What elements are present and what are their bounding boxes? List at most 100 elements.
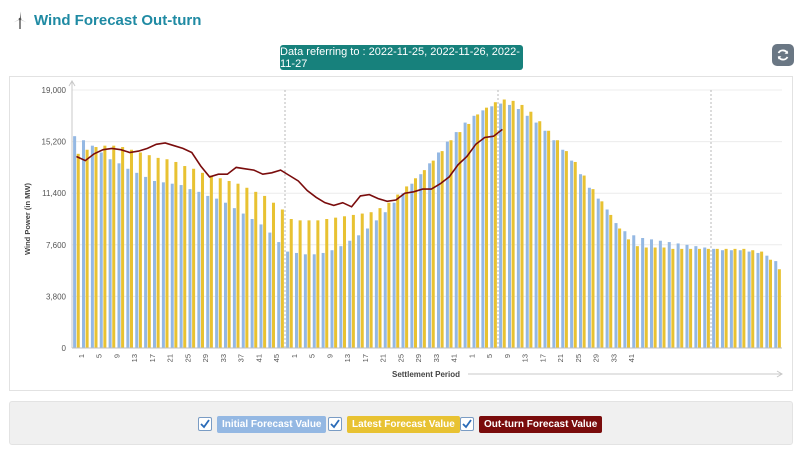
checkbox-initial[interactable] xyxy=(198,417,212,431)
bar-initial xyxy=(756,252,760,348)
bar-initial xyxy=(117,163,121,348)
y-tick-label: 15,200 xyxy=(42,138,67,147)
bar-initial xyxy=(357,235,361,348)
bar-initial xyxy=(197,191,201,348)
x-tick-label: 21 xyxy=(379,354,388,362)
x-tick-label: 21 xyxy=(556,354,565,362)
bar-initial xyxy=(330,250,334,348)
x-tick-label: 33 xyxy=(432,354,441,362)
legend-label-initial: Initial Forecast Value xyxy=(217,415,327,433)
bar-latest xyxy=(484,107,489,348)
bar-latest xyxy=(298,220,302,348)
bar-initial xyxy=(294,252,299,348)
bar-latest xyxy=(76,153,80,348)
y-tick-label: 7,600 xyxy=(46,241,67,250)
legend-item-latest[interactable]: Latest Forecast Value xyxy=(328,414,460,434)
bar-latest xyxy=(236,183,240,348)
bar-initial xyxy=(676,243,680,348)
y-axis-title: Wind Power (in MW) xyxy=(23,183,32,256)
bar-initial xyxy=(277,242,281,348)
bar-latest xyxy=(280,209,284,348)
chart-container: 0 3,800 7,600 11,400 15,200 19,000 1 5 9 13 17 21 25… xyxy=(9,76,793,391)
bar-latest xyxy=(396,194,400,348)
bar-initial xyxy=(108,159,112,348)
bar-latest xyxy=(192,168,196,348)
bar-latest xyxy=(662,247,666,348)
legend-item-initial[interactable]: Initial Forecast Value xyxy=(198,414,327,434)
bar-latest xyxy=(334,217,338,348)
checkbox-latest[interactable] xyxy=(328,417,342,431)
bar-latest xyxy=(138,152,142,348)
y-axis-arrow-icon xyxy=(68,80,76,87)
bar-initial xyxy=(570,160,574,348)
check-icon xyxy=(330,419,340,429)
bar-latest xyxy=(431,160,435,348)
bar-latest xyxy=(476,114,480,348)
bar-latest xyxy=(697,248,702,348)
bar-latest xyxy=(85,149,89,348)
x-tick-label: 25 xyxy=(574,354,583,362)
bar-initial xyxy=(170,183,174,348)
bar-initial xyxy=(135,172,139,348)
bar-initial xyxy=(365,228,370,348)
bar-initial xyxy=(525,115,529,348)
x-tick-label: 17 xyxy=(361,354,370,362)
y-tick-label: 0 xyxy=(62,344,67,353)
bar-initial xyxy=(712,248,716,348)
bar-initial xyxy=(161,182,165,348)
bar-latest xyxy=(591,189,595,348)
bar-latest xyxy=(200,172,205,348)
bar-initial xyxy=(720,250,725,348)
refresh-button[interactable] xyxy=(772,44,794,66)
bar-initial xyxy=(472,115,476,348)
bar-latest xyxy=(538,121,542,348)
bar-initial xyxy=(632,235,636,348)
bar-latest xyxy=(209,175,213,348)
bar-initial xyxy=(481,110,485,348)
bar-initial xyxy=(90,145,94,348)
bar-latest xyxy=(405,186,409,348)
bar-initial xyxy=(126,168,130,348)
bar-latest xyxy=(573,161,577,348)
bar-latest xyxy=(369,212,373,348)
bar-latest xyxy=(307,220,311,348)
wind-forecast-chart: 0 3,800 7,600 11,400 15,200 19,000 1 5 9 13 17 21 25… xyxy=(23,80,783,379)
x-axis-title: Settlement Period xyxy=(392,370,460,379)
bar-initial xyxy=(81,140,86,348)
bar-initial xyxy=(152,180,157,348)
bar-latest xyxy=(502,99,506,348)
bar-initial xyxy=(188,189,192,348)
bar-latest xyxy=(547,130,551,348)
bar-latest xyxy=(733,248,737,348)
bar-latest xyxy=(467,123,471,348)
legend-bar: Initial Forecast Value Latest Forecast V… xyxy=(9,401,793,445)
legend-item-outturn[interactable]: Out-turn Forecast Value xyxy=(460,414,603,434)
bar-initial xyxy=(747,251,751,348)
bar-initial xyxy=(694,246,698,348)
bar-initial xyxy=(73,136,77,348)
bar-initial xyxy=(179,185,183,348)
bar-initial xyxy=(454,132,458,348)
x-tick-label: 21 xyxy=(166,354,175,362)
bar-initial xyxy=(490,106,494,348)
checkbox-outturn[interactable] xyxy=(460,417,474,431)
bar-latest xyxy=(103,145,107,348)
bar-latest xyxy=(165,159,169,348)
bar-initial xyxy=(703,247,707,348)
x-axis-arrow-icon xyxy=(776,370,783,378)
bar-initial xyxy=(321,252,325,348)
bar-initial xyxy=(578,174,583,348)
bar-initial xyxy=(649,239,654,348)
bar-initial xyxy=(561,149,565,348)
bar-latest xyxy=(422,170,426,348)
check-icon xyxy=(462,419,472,429)
bar-latest xyxy=(458,132,462,348)
x-tick-label: 41 xyxy=(254,354,263,362)
bar-latest xyxy=(325,219,329,348)
x-tick-label: 13 xyxy=(343,354,352,362)
x-tick-label: 45 xyxy=(272,354,281,362)
bar-initial xyxy=(445,141,449,348)
x-tick-label: 13 xyxy=(521,354,530,362)
refresh-icon xyxy=(777,49,789,61)
bar-initial xyxy=(587,187,591,348)
